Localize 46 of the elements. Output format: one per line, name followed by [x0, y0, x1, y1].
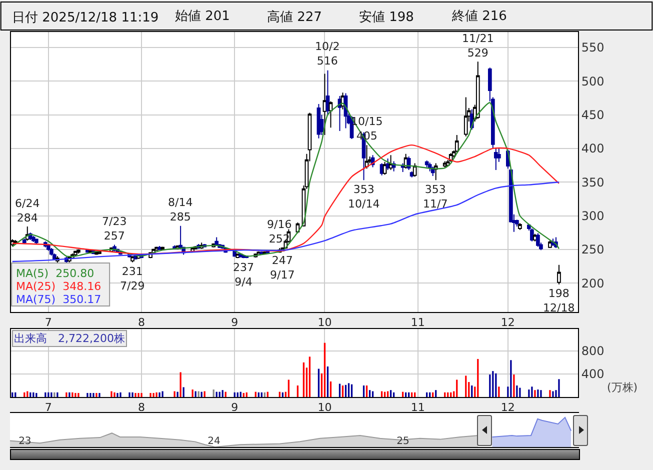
- annotation: 231 7/29: [120, 265, 145, 292]
- series-label: MA(5) 250.80: [16, 267, 94, 280]
- x-tick-label: 8: [138, 401, 146, 414]
- x-tick-label: 10: [318, 316, 332, 330]
- y-tick-label: 300: [581, 208, 604, 223]
- x-tick-label: 9: [231, 401, 238, 414]
- x-tick-label: 11: [410, 316, 425, 330]
- text: 高値 227: [267, 9, 322, 25]
- annotation: 10/2 516: [315, 40, 340, 68]
- text: 始値 201: [175, 9, 230, 24]
- y-tick-label: 500: [581, 74, 604, 88]
- y-tick-label: 200: [581, 276, 604, 290]
- x-tick-label: 7: [44, 401, 52, 414]
- chart-title: 日付 2025/12/18 11:19: [12, 10, 159, 26]
- x-tick-label: 7: [44, 316, 52, 330]
- annotation: 237 9/4: [233, 261, 254, 288]
- y-axis-title: (万株): [607, 381, 638, 394]
- annotation: 11/21 529: [462, 32, 494, 60]
- text: MA(25) 348.16: [16, 280, 102, 293]
- annotation: 8/14 285: [168, 196, 193, 224]
- y-tick-label: 550: [581, 40, 604, 55]
- x-tick-label: 8: [138, 316, 146, 330]
- x-tick-label: 24: [208, 436, 220, 447]
- y-tick-label: 450: [581, 108, 604, 122]
- x-tick-label: 11: [410, 401, 425, 414]
- annotation: 353 10/14: [348, 183, 380, 210]
- x-tick-label: 23: [18, 436, 32, 447]
- y-tick-label: 400: [581, 367, 604, 382]
- x-tick-label: 12: [500, 316, 515, 330]
- text: 終値 216: [451, 9, 507, 24]
- x-tick-label: 10: [318, 401, 332, 414]
- annotation: 6/24 284: [15, 197, 40, 224]
- annotation: 353 11/7: [423, 183, 448, 210]
- annotation: 247 9/17: [270, 254, 295, 282]
- y-tick-label: 250: [581, 242, 604, 257]
- annotation: 7/23 257: [102, 215, 127, 242]
- text: 安値 198: [359, 9, 414, 25]
- x-tick-label: 12: [500, 401, 515, 414]
- annotation: 198 12/18: [543, 287, 575, 314]
- x-tick-label: 9: [231, 316, 238, 330]
- y-tick-label: 400: [581, 142, 604, 156]
- x-tick-label: 25: [396, 436, 410, 447]
- text: MA(75) 350.17: [16, 293, 102, 306]
- chart-title: 出来高 2,722,200株: [14, 332, 125, 345]
- y-tick-label: 800: [581, 344, 604, 358]
- y-tick-label: 350: [581, 175, 604, 190]
